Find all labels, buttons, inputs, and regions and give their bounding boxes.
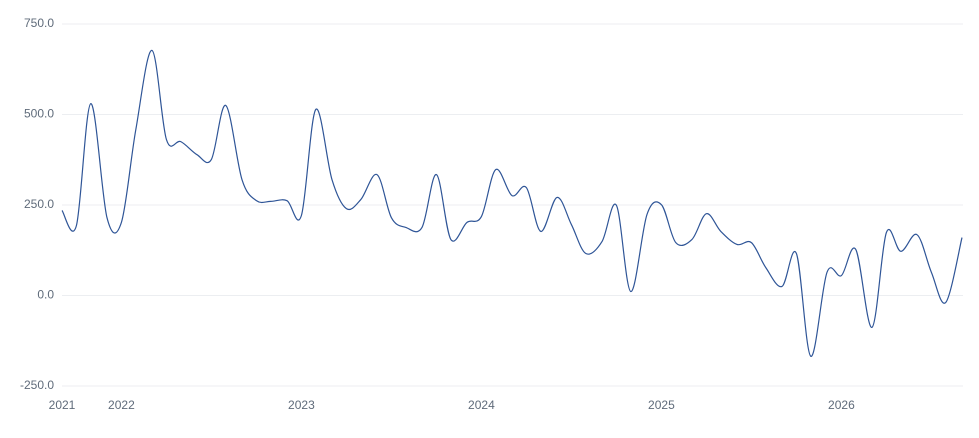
y-tick-label: 500.0 (24, 107, 54, 121)
x-tick-label: 2026 (828, 398, 855, 412)
y-tick-label: 750.0 (24, 16, 54, 30)
line (61, 49, 963, 357)
y-tick-label: 0.0 (37, 288, 54, 302)
x-tick-label: 2025 (648, 398, 675, 412)
x-tick-label: 2023 (288, 398, 315, 412)
y-tick-label: -250.0 (20, 378, 54, 392)
x-tick-label: 2024 (468, 398, 495, 412)
x-tick-label: 2021 (49, 398, 76, 412)
x-tick-label: 2022 (108, 398, 135, 412)
y-tick-label: 250.0 (24, 197, 54, 211)
